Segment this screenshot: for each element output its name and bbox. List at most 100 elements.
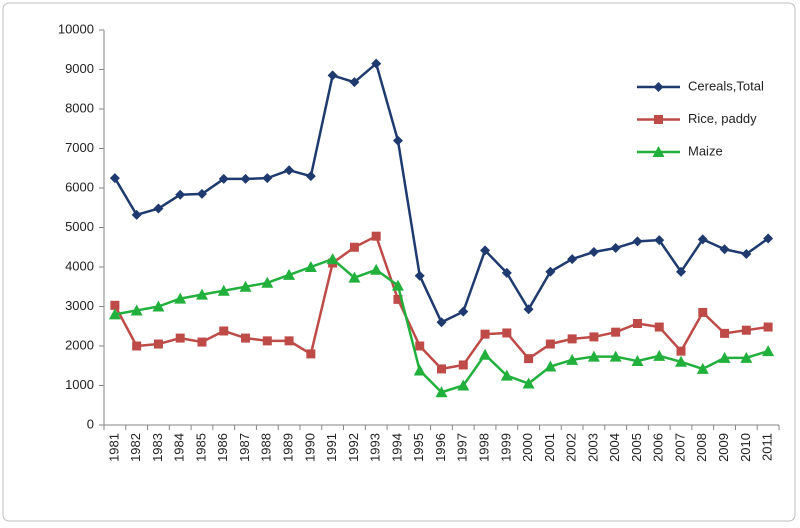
marker: [500, 369, 513, 381]
marker: [435, 386, 448, 398]
marker: [545, 266, 556, 277]
marker: [763, 322, 773, 332]
marker: [740, 351, 753, 363]
marker: [219, 326, 229, 336]
marker: [152, 300, 165, 312]
marker: [589, 332, 599, 342]
marker: [718, 351, 731, 363]
x-tick-label: 2006: [651, 433, 666, 462]
marker: [458, 306, 469, 317]
marker: [284, 336, 294, 346]
marker: [567, 334, 577, 344]
marker: [326, 253, 339, 265]
y-tick-label: 6000: [65, 179, 94, 194]
marker: [762, 345, 775, 357]
marker: [763, 233, 774, 244]
marker: [108, 308, 121, 320]
marker: [609, 350, 622, 362]
marker: [132, 341, 142, 351]
marker: [653, 349, 666, 361]
x-tick-label: 1994: [389, 433, 404, 462]
marker: [524, 354, 534, 364]
x-tick-label: 2005: [629, 433, 644, 462]
marker: [588, 246, 599, 257]
marker: [371, 58, 382, 69]
x-tick-label: 1997: [455, 433, 470, 462]
marker: [632, 236, 643, 247]
y-tick-label: 8000: [65, 100, 94, 115]
marker: [304, 261, 317, 272]
marker: [698, 307, 708, 317]
marker: [480, 329, 490, 339]
marker: [240, 173, 251, 184]
x-tick-label: 1988: [259, 433, 274, 462]
marker: [631, 355, 644, 367]
marker: [217, 284, 230, 296]
legend-label: Maize: [688, 143, 723, 158]
marker: [131, 209, 142, 220]
marker: [654, 235, 665, 246]
marker: [153, 339, 163, 349]
x-tick-label: 1990: [302, 433, 317, 462]
marker: [741, 248, 752, 259]
x-tick-label: 2011: [760, 433, 775, 461]
x-tick-label: 1983: [150, 433, 165, 462]
marker: [392, 135, 403, 146]
marker: [675, 355, 688, 367]
marker: [458, 360, 468, 370]
marker: [502, 328, 512, 338]
marker: [522, 377, 535, 389]
marker: [109, 173, 120, 184]
y-tick-label: 4000: [65, 258, 94, 273]
marker: [414, 270, 425, 281]
marker: [349, 242, 359, 252]
marker: [544, 360, 557, 372]
y-tick-label: 7000: [65, 140, 94, 155]
marker: [587, 350, 600, 362]
y-tick-label: 1000: [65, 377, 94, 392]
marker: [262, 173, 273, 184]
x-tick-label: 2010: [738, 433, 753, 462]
marker: [567, 254, 578, 265]
marker: [676, 346, 686, 356]
marker: [261, 276, 274, 288]
x-tick-label: 2002: [564, 433, 579, 462]
marker: [391, 279, 404, 291]
x-tick-label: 2000: [520, 433, 535, 462]
x-tick-label: 1982: [128, 433, 143, 462]
marker: [218, 173, 229, 184]
marker: [130, 304, 143, 316]
marker: [697, 234, 708, 245]
y-tick-label: 2000: [65, 337, 94, 352]
marker: [501, 267, 512, 278]
marker: [436, 317, 447, 328]
marker: [545, 339, 555, 349]
x-tick-label: 1992: [346, 433, 361, 462]
marker: [437, 364, 446, 374]
y-tick-label: 9000: [65, 61, 94, 76]
x-tick-label: 1996: [433, 433, 448, 462]
marker: [370, 263, 383, 275]
x-tick-label: 1991: [324, 433, 339, 462]
marker: [632, 318, 642, 328]
x-tick-label: 1981: [106, 433, 121, 462]
marker: [349, 77, 360, 88]
legend-label: Rice, paddy: [688, 111, 757, 126]
x-tick-label: 2001: [542, 433, 557, 462]
x-tick-label: 1987: [237, 433, 252, 462]
x-tick-label: 2007: [672, 433, 687, 462]
x-tick-label: 2009: [716, 433, 731, 462]
marker: [457, 379, 470, 391]
marker: [696, 362, 709, 374]
marker: [676, 266, 687, 277]
marker: [348, 271, 361, 283]
marker: [610, 243, 621, 254]
x-tick-label: 1993: [368, 433, 383, 462]
x-tick-label: 1999: [498, 433, 513, 462]
marker: [195, 288, 208, 300]
marker: [175, 333, 185, 343]
x-tick-label: 1995: [411, 433, 426, 462]
marker: [480, 245, 491, 256]
marker: [393, 294, 403, 304]
